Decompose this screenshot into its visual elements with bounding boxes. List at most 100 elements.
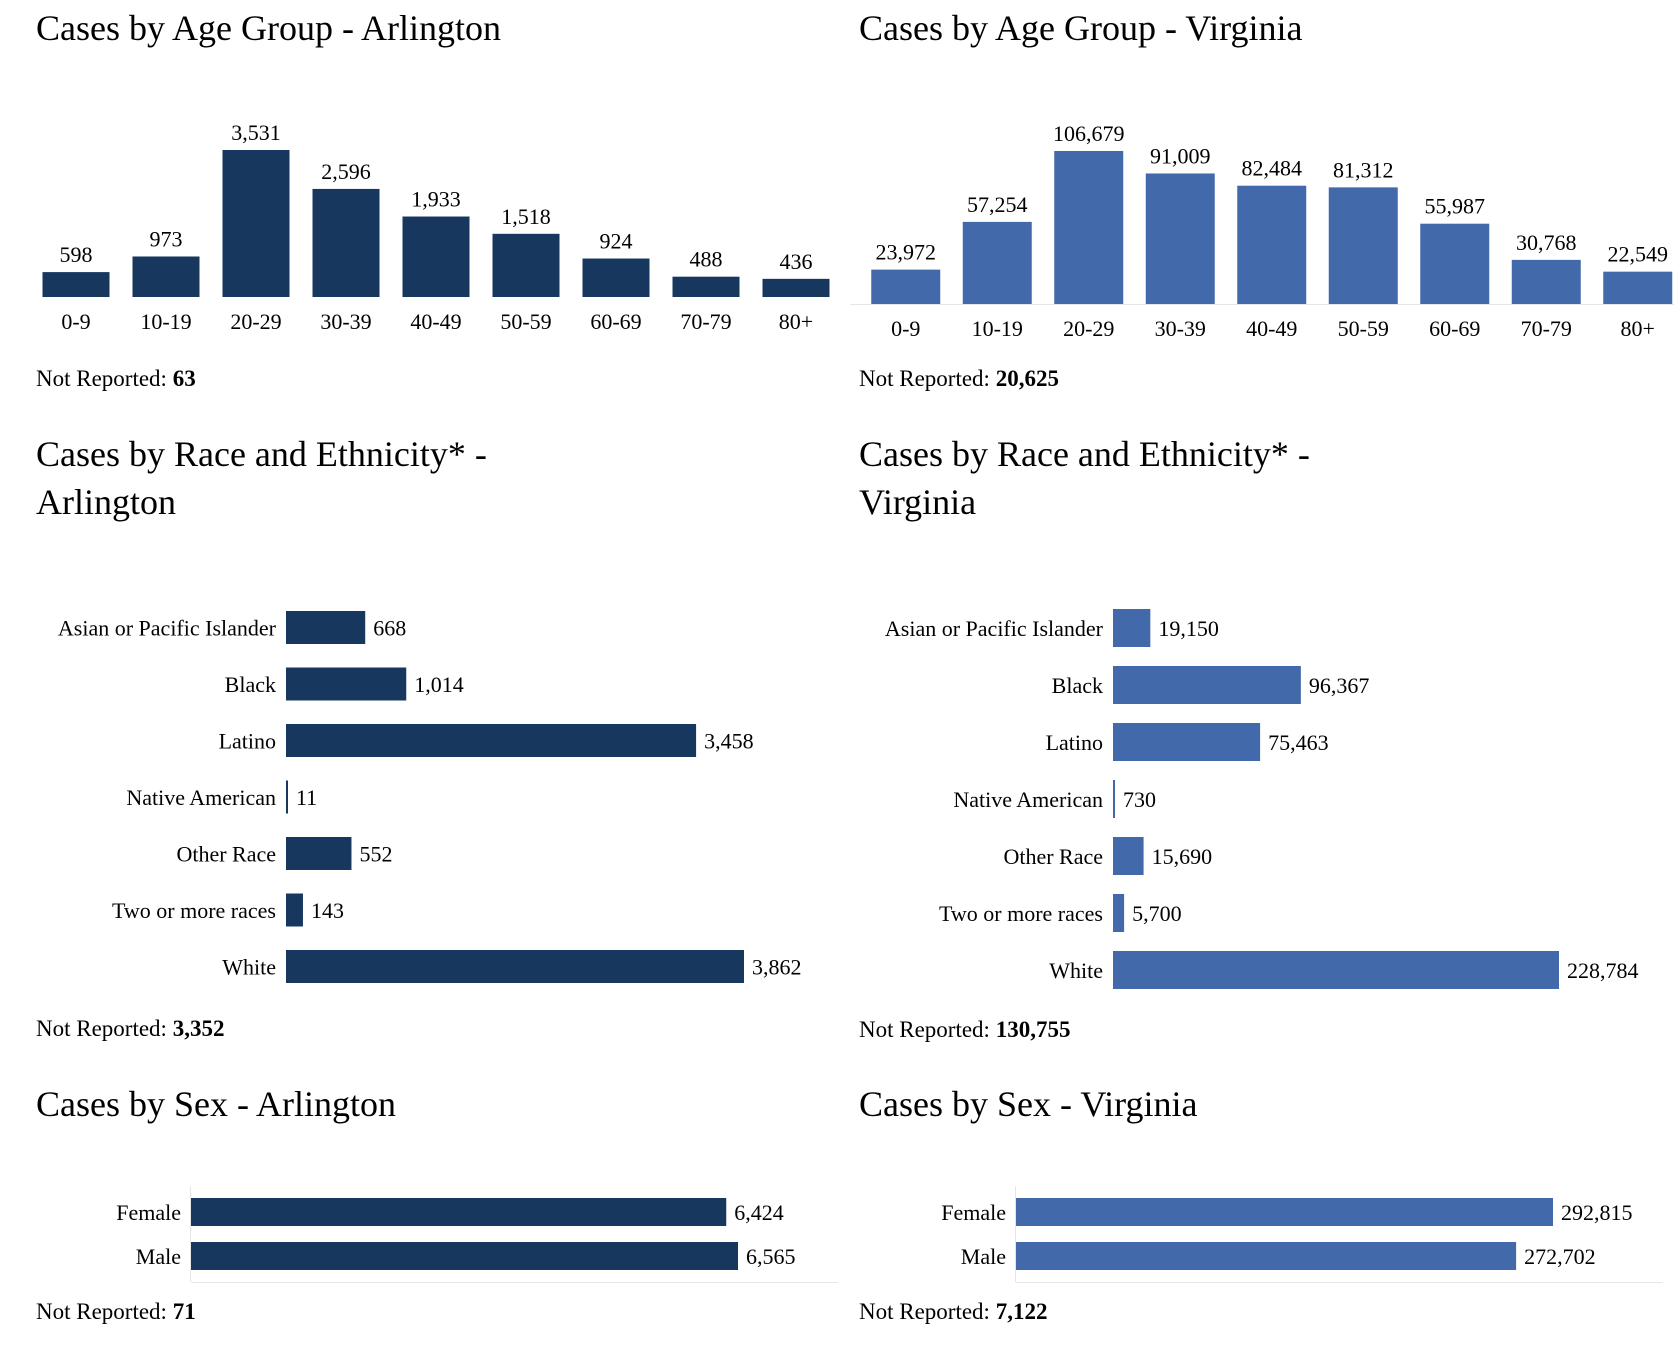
x-tick-label: 10-19 xyxy=(140,309,191,334)
x-tick-label: 40-49 xyxy=(410,309,461,334)
data-label: 57,254 xyxy=(967,192,1028,217)
bar-chart-sex-virginia: Female 292,815 Male 272,702 xyxy=(941,1186,1663,1283)
data-label: 668 xyxy=(373,616,406,641)
bar-black xyxy=(286,667,407,701)
not-reported: Not Reported: 3,352 xyxy=(36,1015,224,1043)
not-reported-label: Not Reported: xyxy=(36,1016,167,1041)
x-tick-label: 80+ xyxy=(779,309,813,334)
data-label: 30,768 xyxy=(1516,230,1577,255)
x-tick-label: 70-79 xyxy=(1521,316,1572,341)
bar-50-59 xyxy=(1328,187,1398,304)
x-tick-label: 0-9 xyxy=(61,309,90,334)
not-reported-label: Not Reported: xyxy=(859,366,990,391)
y-category-label: Native American xyxy=(953,787,1103,812)
not-reported: Not Reported: 7,122 xyxy=(859,1298,1047,1326)
bar-chart-race-virginia: Asian or Pacific Islander 19,150 Black 96,3… xyxy=(885,609,1639,989)
data-label: 91,009 xyxy=(1150,143,1211,168)
x-tick-label: 0-9 xyxy=(891,316,920,341)
y-category-label: Native American xyxy=(126,785,276,810)
y-category-label: Other Race xyxy=(1003,844,1103,869)
not-reported-value: 130,755 xyxy=(995,1017,1071,1042)
bar-40-49 xyxy=(402,216,470,297)
data-label: 15,690 xyxy=(1152,844,1213,869)
bar-chart-sex-arlington: Female 6,424 Male 6,565 xyxy=(116,1186,838,1283)
not-reported-value: 63 xyxy=(172,366,196,391)
data-label: 6,565 xyxy=(746,1244,796,1269)
bar-female xyxy=(1016,1198,1553,1226)
bar-other-race xyxy=(1113,837,1144,875)
bar-two-or-more-races xyxy=(1113,894,1125,932)
bar-40-49 xyxy=(1237,185,1307,304)
data-label: 106,679 xyxy=(1053,121,1125,146)
bar-0-9 xyxy=(42,272,110,297)
y-category-label: White xyxy=(222,955,276,980)
y-category-label: Asian or Pacific Islander xyxy=(885,616,1104,641)
bar-latino xyxy=(1113,723,1261,761)
data-label: 3,531 xyxy=(231,120,281,145)
data-label: 11 xyxy=(296,785,317,810)
bar-50-59 xyxy=(492,233,560,297)
data-label: 5,700 xyxy=(1132,901,1182,926)
not-reported-label: Not Reported: xyxy=(36,366,167,391)
data-label: 3,458 xyxy=(704,729,754,754)
bar-white xyxy=(1113,951,1559,989)
not-reported-label: Not Reported: xyxy=(859,1299,990,1324)
y-category-label: Two or more races xyxy=(112,898,276,923)
data-label: 292,815 xyxy=(1561,1200,1633,1225)
data-label: 488 xyxy=(690,247,723,272)
not-reported: Not Reported: 63 xyxy=(36,365,196,393)
x-tick-label: 10-19 xyxy=(972,316,1023,341)
y-category-label: Female xyxy=(116,1200,181,1225)
bar-20-29 xyxy=(1054,151,1124,304)
x-tick-label: 60-69 xyxy=(1429,316,1480,341)
x-tick-label: 20-29 xyxy=(230,309,281,334)
bar-native-american xyxy=(286,780,288,814)
data-label: 552 xyxy=(359,842,392,867)
bar-70-79 xyxy=(672,276,740,297)
x-tick-label: 70-79 xyxy=(680,309,731,334)
data-label: 75,463 xyxy=(1268,730,1329,755)
not-reported-label: Not Reported: xyxy=(859,1017,990,1042)
y-category-label: Black xyxy=(225,672,276,697)
bar-70-79 xyxy=(1511,259,1581,304)
x-tick-label: 30-39 xyxy=(320,309,371,334)
x-tick-label: 40-49 xyxy=(1246,316,1297,341)
bar-30-39 xyxy=(1145,173,1215,304)
data-label: 598 xyxy=(60,242,93,267)
not-reported-label: Not Reported: xyxy=(36,1299,167,1324)
x-tick-label: 20-29 xyxy=(1063,316,1114,341)
y-category-label: White xyxy=(1049,958,1103,983)
y-category-label: Latino xyxy=(1046,730,1103,755)
bar-chart-age-arlington: 598 0-9 973 10-19 3,531 20-29 2,596 30-39 1,933 4… xyxy=(42,120,830,334)
y-category-label: Two or more races xyxy=(939,901,1103,926)
bar-80+ xyxy=(762,278,830,297)
chart-title: Cases by Race and Ethnicity* - Arlington xyxy=(36,434,487,522)
data-label: 1,933 xyxy=(411,187,461,212)
bar-two-or-more-races xyxy=(286,893,303,927)
data-label: 22,549 xyxy=(1608,242,1669,267)
not-reported-value: 71 xyxy=(172,1299,196,1324)
data-label: 228,784 xyxy=(1567,958,1639,983)
x-tick-label: 50-59 xyxy=(500,309,551,334)
data-label: 81,312 xyxy=(1333,157,1394,182)
chart-title: Cases by Age Group - Arlington xyxy=(36,8,501,48)
bar-60-69 xyxy=(582,258,650,297)
data-label: 82,484 xyxy=(1242,156,1303,181)
y-category-label: Female xyxy=(941,1200,1006,1225)
bar-30-39 xyxy=(312,188,380,297)
data-label: 143 xyxy=(311,898,344,923)
bar-female xyxy=(191,1198,727,1226)
bar-10-19 xyxy=(132,256,200,297)
bar-10-19 xyxy=(962,221,1032,304)
bar-0-9 xyxy=(871,269,941,304)
y-category-label: Male xyxy=(961,1244,1006,1269)
not-reported: Not Reported: 71 xyxy=(36,1298,196,1326)
data-label: 23,972 xyxy=(876,240,937,265)
bar-white xyxy=(286,950,744,983)
data-label: 55,987 xyxy=(1425,194,1486,219)
y-category-label: Asian or Pacific Islander xyxy=(58,616,277,641)
not-reported-value: 3,352 xyxy=(172,1016,225,1041)
x-tick-label: 60-69 xyxy=(590,309,641,334)
y-category-label: Male xyxy=(136,1244,181,1269)
bar-20-29 xyxy=(222,150,290,297)
